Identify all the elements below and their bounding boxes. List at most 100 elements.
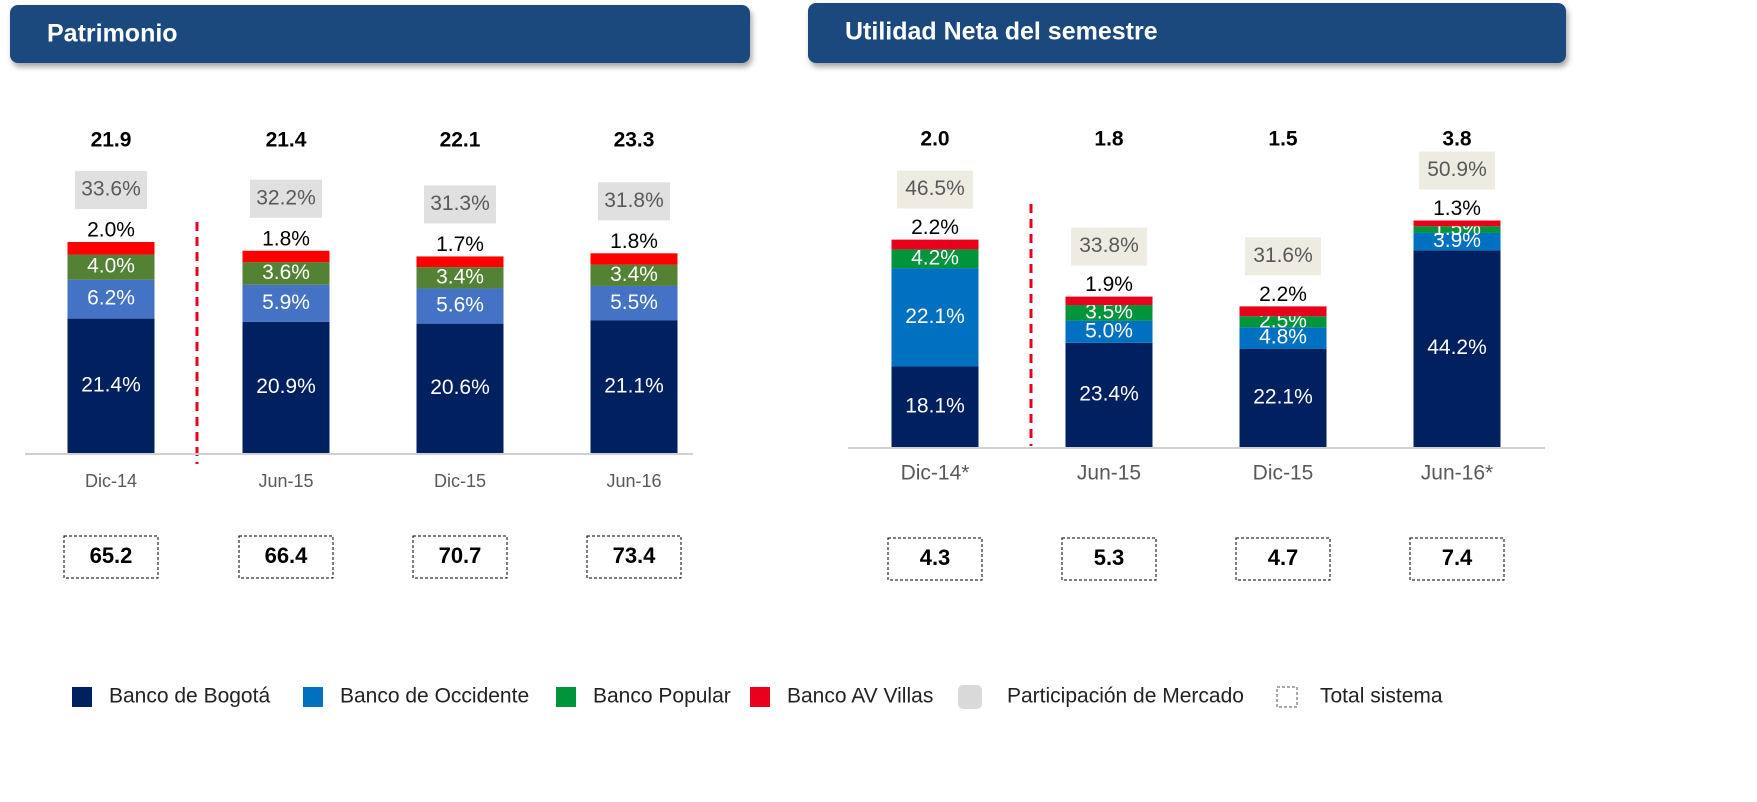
market-share-label: 33.8% xyxy=(1079,234,1139,257)
bar-segment xyxy=(590,253,678,265)
bar-segment xyxy=(1413,232,1501,251)
segment-label: 3.5% xyxy=(1085,300,1133,323)
bar-segment xyxy=(590,320,678,453)
segment-label: 1.7% xyxy=(436,233,484,256)
total-label: 3.8 xyxy=(1442,128,1472,151)
total-label: 22.1 xyxy=(440,129,481,152)
market-share-label: 31.8% xyxy=(604,189,664,212)
market-share-box xyxy=(1245,237,1321,276)
segment-label: 2.0% xyxy=(87,219,135,242)
total-label: 1.8 xyxy=(1094,128,1124,151)
segment-label: 5.9% xyxy=(262,291,310,314)
segment-label: 4.0% xyxy=(87,255,135,278)
segment-label: 3.4% xyxy=(436,265,484,288)
total-label: 1.5 xyxy=(1268,128,1298,151)
chart-title: Patrimonio xyxy=(47,20,178,48)
bar-segment xyxy=(891,249,979,269)
segment-label: 4.2% xyxy=(911,246,959,269)
total-label: 21.9 xyxy=(91,129,132,152)
segment-label: 3.6% xyxy=(262,261,310,284)
bar-segment xyxy=(1239,327,1327,349)
system-total-box xyxy=(1061,537,1157,581)
total-label: 2.0 xyxy=(920,128,949,151)
system-total-box xyxy=(238,535,334,579)
system-total-label: 66.4 xyxy=(265,543,309,568)
bar-segment xyxy=(891,366,979,447)
system-total-box xyxy=(1235,537,1331,581)
bar-segment xyxy=(1239,348,1327,447)
system-total-box xyxy=(412,535,508,579)
system-total-label: 5.3 xyxy=(1094,545,1125,570)
legend-swatch xyxy=(303,687,323,707)
x-tick-label: Dic-14 xyxy=(85,471,137,491)
legend-label: Participación de Mercado xyxy=(1007,685,1244,708)
segment-label: 1.8% xyxy=(610,230,658,253)
system-total-label: 4.7 xyxy=(1268,545,1299,570)
segment-label: 22.1% xyxy=(905,305,965,328)
bar-segment xyxy=(67,279,155,319)
bar-segment xyxy=(590,264,678,286)
legend-label: Banco Popular xyxy=(593,685,731,708)
x-tick-label: Dic-15 xyxy=(434,471,486,491)
legend-swatch xyxy=(72,687,92,707)
market-share-label: 31.6% xyxy=(1253,244,1313,267)
segment-label: 3.4% xyxy=(610,263,658,286)
market-share-box xyxy=(250,179,322,218)
bar-segment xyxy=(590,285,678,321)
segment-label: 5.0% xyxy=(1085,319,1133,342)
market-share-box xyxy=(1071,227,1147,266)
segment-label: 1.8% xyxy=(262,227,310,250)
bar-segment xyxy=(1413,220,1501,227)
legend-label: Banco AV Villas xyxy=(787,685,933,708)
market-share-label: 46.5% xyxy=(905,177,965,200)
market-share-box xyxy=(75,170,147,209)
header-right xyxy=(808,3,1566,63)
market-share-box xyxy=(1419,151,1495,190)
system-total-label: 73.4 xyxy=(613,543,657,568)
legend-swatch xyxy=(556,687,576,707)
bar-segment xyxy=(1239,306,1327,317)
bar-segment xyxy=(1239,316,1327,328)
system-total-box xyxy=(1409,537,1505,581)
legend-label: Total sistema xyxy=(1320,685,1443,708)
legend-label: Banco de Bogotá xyxy=(109,685,270,708)
x-tick-label: Jun-16 xyxy=(606,471,661,491)
market-share-label: 32.2% xyxy=(256,186,316,209)
segment-label: 3.9% xyxy=(1433,229,1481,252)
bar-segment xyxy=(1413,250,1501,447)
x-tick-label: Dic-14* xyxy=(901,462,970,485)
bar-segment xyxy=(1065,320,1153,343)
segment-label: 20.9% xyxy=(256,375,316,398)
segment-label: 2.2% xyxy=(911,216,959,239)
segment-label: 44.2% xyxy=(1427,336,1487,359)
legend-swatch xyxy=(1276,686,1298,708)
segment-label: 21.4% xyxy=(81,373,141,396)
system-total-label: 7.4 xyxy=(1442,545,1473,570)
segment-label: 18.1% xyxy=(905,394,965,417)
chart-title: Utilidad Neta del semestre xyxy=(845,18,1158,46)
x-tick-label: Dic-15 xyxy=(1253,462,1314,485)
total-label: 23.3 xyxy=(614,129,655,152)
segment-label: 2.2% xyxy=(1259,283,1307,306)
bar-segment xyxy=(1065,305,1153,321)
segment-label: 6.2% xyxy=(87,287,135,310)
segment-label: 21.1% xyxy=(604,374,664,397)
system-total-label: 70.7 xyxy=(439,543,482,568)
bar-segment xyxy=(416,288,504,324)
system-total-box xyxy=(63,535,159,579)
bar-segment xyxy=(416,267,504,289)
total-label: 21.4 xyxy=(266,129,307,152)
bar-segment xyxy=(891,239,979,250)
system-total-label: 4.3 xyxy=(920,545,951,570)
market-share-label: 33.6% xyxy=(81,178,141,201)
segment-label: 20.6% xyxy=(430,376,490,399)
bar-segment xyxy=(67,254,155,280)
segment-label: 22.1% xyxy=(1253,385,1313,408)
bar-segment xyxy=(242,262,330,285)
system-total-box xyxy=(586,535,682,579)
bar-segment xyxy=(67,241,155,255)
segment-label: 1.9% xyxy=(1085,273,1133,296)
x-tick-label: Jun-16* xyxy=(1421,462,1493,485)
